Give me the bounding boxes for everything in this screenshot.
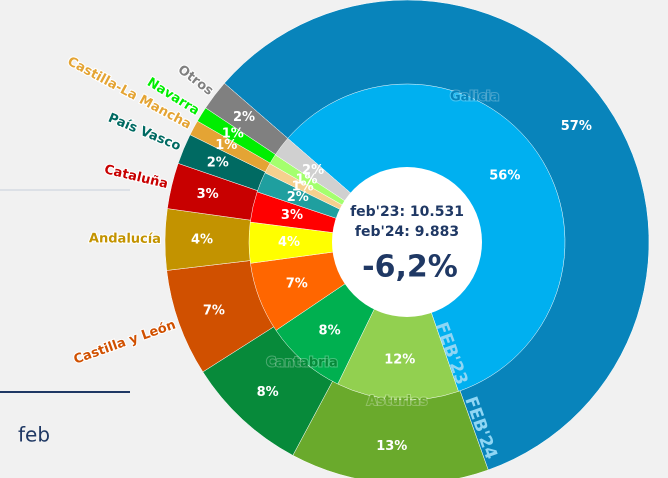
value-label: 3% [197, 187, 219, 202]
value-label: 57% [561, 119, 592, 134]
value-label: 1% [295, 173, 317, 188]
center-hole [332, 167, 482, 317]
category-label: Castilla y León [72, 318, 178, 368]
value-label: 7% [286, 277, 308, 292]
value-label: 8% [257, 385, 279, 400]
sidebar-label: feb [18, 423, 50, 447]
center-change: -6,2% [362, 250, 458, 285]
value-label: 4% [191, 232, 213, 247]
value-label: 3% [281, 208, 303, 223]
value-label: 13% [376, 439, 407, 454]
value-label: 12% [384, 352, 415, 367]
category-label: Cataluña [103, 162, 170, 192]
value-label: 56% [489, 169, 520, 184]
category-label: Andalucía [89, 231, 161, 247]
center-line: feb'24: 9.883 [355, 224, 459, 240]
value-label: 2% [233, 110, 255, 125]
value-label: 4% [278, 235, 300, 250]
value-label: 7% [203, 303, 225, 318]
value-label: 1% [222, 126, 244, 141]
value-label: 2% [302, 163, 324, 178]
value-label: 2% [287, 190, 309, 205]
value-label: 2% [207, 156, 229, 171]
category-label: Galicia [450, 89, 499, 104]
value-label: 8% [319, 324, 341, 339]
category-label: Cantabria [266, 355, 338, 370]
value-label: 1% [292, 179, 314, 194]
center-line: feb'23: 10.531 [350, 204, 464, 220]
category-label: Asturias [367, 394, 428, 409]
value-label: 1% [215, 138, 237, 153]
